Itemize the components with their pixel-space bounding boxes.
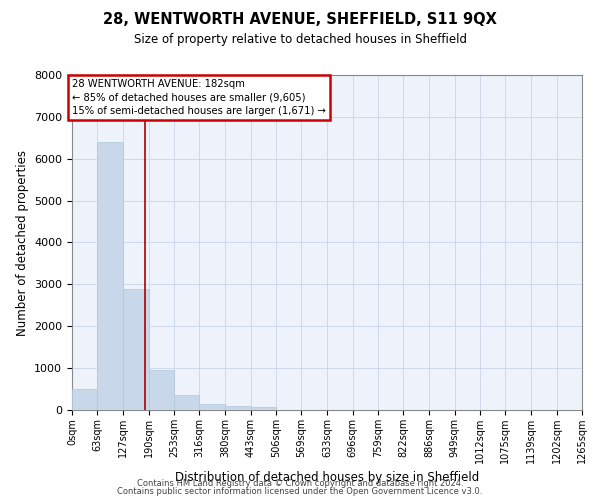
Bar (149, 370, 174, 410)
Bar (225, 406, 251, 410)
Text: Contains public sector information licensed under the Open Government Licence v3: Contains public sector information licen… (118, 487, 482, 496)
Text: Size of property relative to detached houses in Sheffield: Size of property relative to detached ho… (133, 32, 467, 46)
Bar (72, 389, 97, 410)
Text: Contains HM Land Registry data © Crown copyright and database right 2024.: Contains HM Land Registry data © Crown c… (137, 478, 463, 488)
X-axis label: Distribution of detached houses by size in Sheffield: Distribution of detached houses by size … (175, 472, 479, 484)
Bar (97, 142, 123, 410)
Text: 28, WENTWORTH AVENUE, SHEFFIELD, S11 9QX: 28, WENTWORTH AVENUE, SHEFFIELD, S11 9QX (103, 12, 497, 28)
Bar (123, 288, 149, 410)
Text: 28 WENTWORTH AVENUE: 182sqm
← 85% of detached houses are smaller (9,605)
15% of : 28 WENTWORTH AVENUE: 182sqm ← 85% of det… (73, 79, 326, 116)
Bar (174, 396, 199, 410)
Bar (199, 404, 225, 410)
Bar (251, 408, 276, 410)
Y-axis label: Number of detached properties: Number of detached properties (16, 150, 29, 336)
